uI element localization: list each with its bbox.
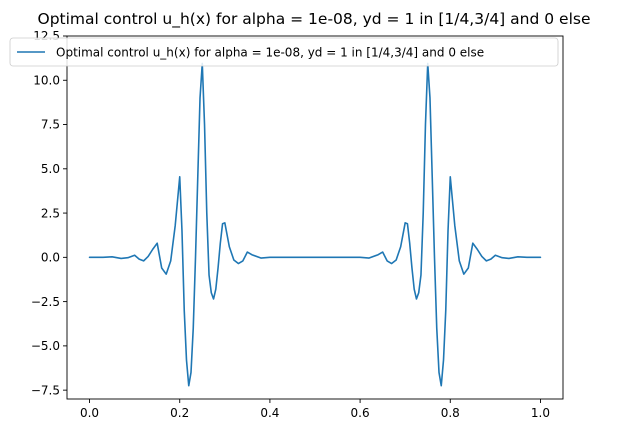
x-tick-label: 0.8: [441, 406, 460, 420]
y-tick-label: 10.0: [33, 73, 60, 87]
y-tick-label: 2.5: [41, 206, 60, 220]
y-tick-label: 7.5: [41, 118, 60, 132]
legend-box: [9, 37, 559, 67]
series-line-0: [88, 62, 542, 387]
x-tick-label: 0.2: [170, 406, 189, 420]
legend: Optimal control u_h(x) for alpha = 1e-08…: [9, 37, 559, 67]
x-tick-label: 0.4: [260, 406, 279, 420]
x-tick-label: 1.0: [531, 406, 550, 420]
x-tick-label: 0.0: [80, 406, 99, 420]
x-tick-label: 0.6: [351, 406, 370, 420]
plot-area: [67, 36, 563, 399]
y-tick-label: −5.0: [31, 339, 60, 353]
y-tick-label: 0.0: [41, 251, 60, 265]
ticks: 0.0 0.2 0.4 0.6 0.8 1.0 −7.5 −5.0 −2.5 0.0 2.5 5.0 7…: [31, 29, 550, 420]
y-tick-label: −2.5: [31, 295, 60, 309]
legend-entry-label: Optimal control u_h(x) for alpha = 1e-08…: [56, 46, 484, 60]
chart-title: Optimal control u_h(x) for alpha = 1e-08…: [38, 10, 591, 29]
y-tick-label: 5.0: [41, 162, 60, 176]
plot-frame: [66, 35, 564, 400]
y-tick-label: −7.5: [31, 383, 60, 397]
series-layer: [88, 62, 542, 387]
